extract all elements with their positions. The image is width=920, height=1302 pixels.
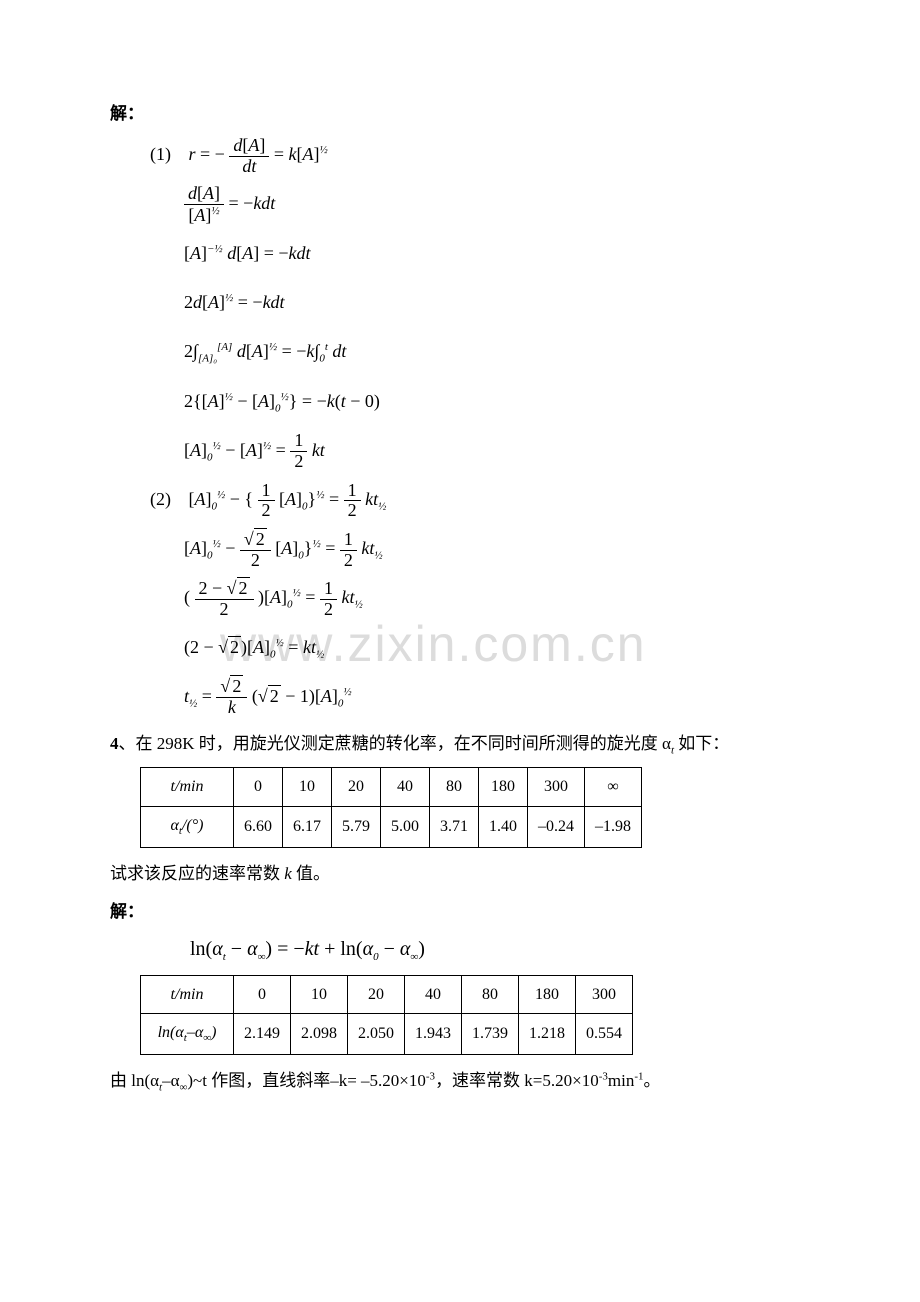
- eq-8: [A]0½ − { 12 [A]0}½ = 12 kt½: [189, 489, 387, 509]
- table-cell: 1.40: [479, 806, 528, 847]
- table-row: ln(αt–α∞) 2.149 2.098 2.050 1.943 1.739 …: [141, 1014, 633, 1055]
- conc-sup2: -3: [599, 1070, 608, 1082]
- table-cell: 80: [462, 975, 519, 1014]
- table-cell: 20: [332, 768, 381, 807]
- table-row: t/min 0 10 20 40 80 180 300: [141, 975, 633, 1014]
- table-cell: 5.00: [381, 806, 430, 847]
- problem-4-line2: 如下：: [674, 734, 729, 753]
- conc-1: 由 ln(α: [110, 1071, 159, 1090]
- table-cell: 1.943: [405, 1014, 462, 1055]
- table-cell: 2.098: [291, 1014, 348, 1055]
- page-container: 解： (1) r = − d[A]dt = k[A]½ d[A][A]½ = −…: [0, 0, 920, 1098]
- conc-4: ，速率常数 k=5.20×10: [435, 1071, 599, 1090]
- eq-6: 2{[A]½ − [A]0½} = −k(t − 0): [184, 380, 810, 423]
- conc-2: –α: [162, 1071, 179, 1090]
- table-cell: –0.24: [528, 806, 585, 847]
- conc-5: min: [608, 1071, 634, 1090]
- table-2: t/min 0 10 20 40 80 180 300 ln(αt–α∞) 2.…: [140, 975, 633, 1055]
- table-cell: 5.79: [332, 806, 381, 847]
- table-cell: 10: [291, 975, 348, 1014]
- table-cell: 300: [528, 768, 585, 807]
- conc-sup3: -1: [634, 1070, 643, 1082]
- ask-text-1: 试求该反应的速率常数: [110, 864, 284, 883]
- eq-7: [A]0½ − [A]½ = 12 kt: [184, 429, 810, 472]
- ask-text: 试求该反应的速率常数 k 值。: [110, 858, 810, 890]
- table-cell: 0: [234, 975, 291, 1014]
- table-cell: 6.17: [283, 806, 332, 847]
- eq-12: t½ = 2k (2 − 1)[A]0½: [184, 675, 810, 718]
- table-cell: ∞: [585, 768, 642, 807]
- eq-1: r = − d[A]dt = k[A]½: [189, 144, 328, 164]
- solution-label-2: 解：: [110, 898, 810, 925]
- ask-text-2: 值。: [292, 864, 330, 883]
- table-cell: 1.218: [519, 1014, 576, 1055]
- problem-4-line1: 、在 298K 时，用旋光仪测定蔗糖的转化率，在不同时间所测得的旋光度 α: [119, 734, 671, 753]
- table-cell: 180: [479, 768, 528, 807]
- table-cell: 40: [381, 768, 430, 807]
- eq-3: [A]−½ d[A] = −kdt: [184, 232, 810, 275]
- table1-row1-hdr: t/min: [141, 768, 234, 807]
- table-cell: –1.98: [585, 806, 642, 847]
- table-cell: 80: [430, 768, 479, 807]
- table-cell: 0: [234, 768, 283, 807]
- table-row: αt/(°) 6.60 6.17 5.79 5.00 3.71 1.40 –0.…: [141, 806, 642, 847]
- derivation-part-2: (2) [A]0½ − { 12 [A]0}½ = 12 kt½ [A]0½ −…: [150, 478, 810, 718]
- table-cell: 10: [283, 768, 332, 807]
- problem-4-text: 4、在 298K 时，用旋光仪测定蔗糖的转化率，在不同时间所测得的旋光度 αt …: [110, 728, 810, 761]
- eq-11: (2 − 2)[A]0½ = kt½: [184, 626, 810, 669]
- table2-row1-hdr: t/min: [141, 975, 234, 1014]
- conc-6: 。: [644, 1071, 661, 1090]
- eq-10: ( 2 − 22 )[A]0½ = 12 kt½: [184, 576, 810, 619]
- solution-label: 解：: [110, 100, 810, 127]
- table-cell: 2.050: [348, 1014, 405, 1055]
- table-cell: 6.60: [234, 806, 283, 847]
- derivation-part-1: (1) r = − d[A]dt = k[A]½ d[A][A]½ = −kdt…: [150, 133, 810, 472]
- table-cell: 1.739: [462, 1014, 519, 1055]
- eq-4: 2d[A]½ = −kdt: [184, 281, 810, 324]
- table-cell: 180: [519, 975, 576, 1014]
- table1-row2-hdr: αt/(°): [141, 806, 234, 847]
- table-cell: 40: [405, 975, 462, 1014]
- table-cell: 0.554: [576, 1014, 633, 1055]
- table-cell: 3.71: [430, 806, 479, 847]
- ln-formula: ln(αt − α∞) = −kt + ln(α0 − α∞): [190, 933, 810, 967]
- table2-row2-hdr: ln(αt–α∞): [141, 1014, 234, 1055]
- conc-3: )~t 作图，直线斜率–k= –5.20×10: [187, 1071, 426, 1090]
- eq-5: 2∫[A]₀[A] d[A]½ = −k∫0t dt: [184, 330, 810, 373]
- table-row: t/min 0 10 20 40 80 180 300 ∞: [141, 768, 642, 807]
- problem-4-num: 4: [110, 734, 119, 753]
- eq-2: d[A][A]½ = −kdt: [184, 182, 810, 226]
- ask-text-k: k: [284, 864, 292, 883]
- conclusion-text: 由 ln(αt–α∞)~t 作图，直线斜率–k= –5.20×10-3，速率常数…: [110, 1065, 810, 1098]
- conc-sup1: -3: [426, 1070, 435, 1082]
- part2-label: (2): [150, 478, 184, 521]
- table-1: t/min 0 10 20 40 80 180 300 ∞ αt/(°) 6.6…: [140, 767, 642, 847]
- table-cell: 20: [348, 975, 405, 1014]
- part1-label: (1): [150, 133, 184, 176]
- table-cell: 2.149: [234, 1014, 291, 1055]
- table-cell: 300: [576, 975, 633, 1014]
- eq-9: [A]0½ − 22 [A]0}½ = 12 kt½: [184, 527, 810, 570]
